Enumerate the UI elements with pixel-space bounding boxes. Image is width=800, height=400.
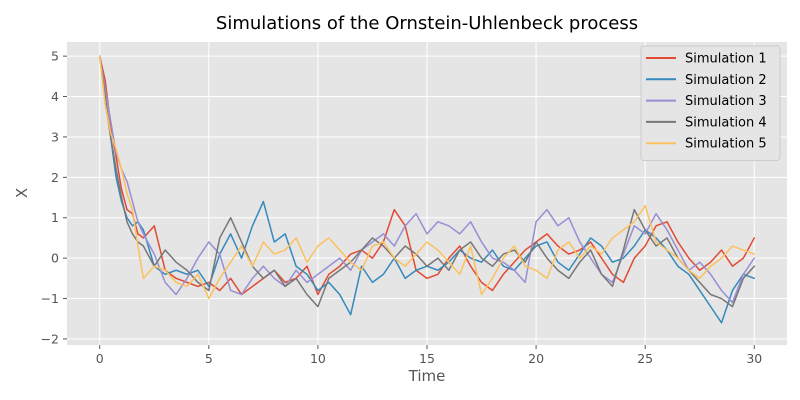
grid bbox=[67, 42, 787, 345]
ticks: 0 5 10 15 20 25 30 −2 −1 0 1 2 3 4 5 bbox=[41, 49, 763, 366]
legend-label-simulation-4: Simulation 4 bbox=[685, 115, 767, 130]
legend-label-simulation-3: Simulation 3 bbox=[685, 94, 767, 109]
legend-box bbox=[640, 45, 781, 161]
x-tick-label: 5 bbox=[205, 351, 213, 366]
y-tick-label: 2 bbox=[51, 170, 59, 185]
series-line-simulation-5 bbox=[98, 55, 756, 300]
y-axis-label: X bbox=[13, 188, 31, 198]
x-tick-label: 0 bbox=[96, 351, 104, 366]
x-tick-label: 20 bbox=[528, 351, 544, 366]
legend-label-simulation-5: Simulation 5 bbox=[685, 137, 767, 152]
y-tick-label: 3 bbox=[51, 129, 59, 144]
chart-title: Simulations of the Ornstein-Uhlenbeck pr… bbox=[216, 13, 638, 34]
x-tick-label: 15 bbox=[419, 351, 435, 366]
legend-label-simulation-2: Simulation 2 bbox=[685, 73, 767, 88]
x-axis-label: Time bbox=[408, 367, 446, 385]
x-tick-label: 30 bbox=[746, 351, 762, 366]
series-line-simulation-2 bbox=[98, 55, 756, 324]
y-tick-label: −2 bbox=[41, 331, 59, 346]
series-line-simulation-3 bbox=[98, 55, 756, 304]
x-tick-label: 10 bbox=[310, 351, 326, 366]
series-layer bbox=[98, 55, 756, 324]
legend-label-simulation-1: Simulation 1 bbox=[685, 52, 767, 67]
y-tick-label: 5 bbox=[51, 49, 59, 64]
y-tick-label: 1 bbox=[51, 210, 59, 225]
y-tick-label: 4 bbox=[51, 89, 59, 104]
y-tick-label: 0 bbox=[51, 251, 59, 266]
x-tick-label: 25 bbox=[637, 351, 653, 366]
legend: Simulation 1 Simulation 2 Simulation 3 Simu… bbox=[640, 45, 781, 161]
y-tick-label: −1 bbox=[41, 291, 59, 306]
